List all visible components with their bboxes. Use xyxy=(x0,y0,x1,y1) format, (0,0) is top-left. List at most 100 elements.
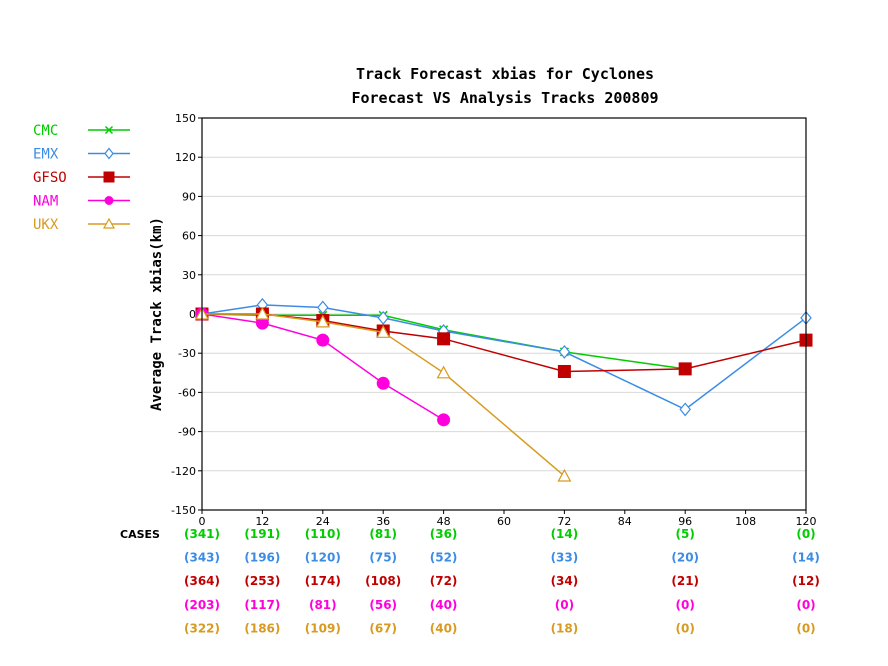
case-count-cmc: (110) xyxy=(305,527,341,541)
legend-item-ukx: UKX xyxy=(33,217,130,233)
case-count-gfso: (34) xyxy=(551,574,579,588)
data-point-marker xyxy=(437,413,451,427)
case-count-gfso: (108) xyxy=(365,574,401,588)
case-count-cmc: (36) xyxy=(430,527,458,541)
case-count-cmc: (341) xyxy=(184,527,220,541)
case-count-emx: (75) xyxy=(369,551,397,565)
x-tick-label: 96 xyxy=(678,515,692,528)
plot-frame xyxy=(201,117,807,511)
y-axis-label: Average Track xbias(km) xyxy=(149,217,165,411)
case-count-nam: (40) xyxy=(430,598,458,612)
data-point-marker xyxy=(436,365,451,379)
data-point-marker xyxy=(679,402,691,417)
case-count-nam: (0) xyxy=(555,598,574,612)
case-count-ukx: (0) xyxy=(796,621,815,635)
data-point-marker xyxy=(315,314,330,328)
case-counts-table: (341) (191) (110) (81) (36) (14) (5) (0) (343) (1… xyxy=(184,527,820,635)
series-layer xyxy=(194,297,813,482)
case-count-gfso: (12) xyxy=(792,574,820,588)
legend-label: CMC xyxy=(33,123,58,139)
case-count-nam: (81) xyxy=(309,598,337,612)
y-tick-label: 120 xyxy=(175,151,196,164)
x-tick-label: 72 xyxy=(557,515,571,528)
case-count-ukx: (40) xyxy=(430,621,458,635)
x-tick-label: 120 xyxy=(796,515,817,528)
y-tick-label: -60 xyxy=(178,386,196,399)
case-count-cmc: (5) xyxy=(676,527,695,541)
y-tick-label: -150 xyxy=(171,504,196,517)
x-tick-label: 48 xyxy=(437,515,451,528)
legend-item-nam: NAM xyxy=(33,194,130,210)
case-count-cmc: (0) xyxy=(796,527,815,541)
series-line xyxy=(201,313,444,421)
data-point-marker xyxy=(558,344,571,359)
case-count-ukx: (109) xyxy=(305,621,341,635)
case-count-gfso: (364) xyxy=(184,574,220,588)
data-point-marker xyxy=(557,364,571,378)
x-tick-label: 108 xyxy=(735,515,756,528)
case-count-nam: (0) xyxy=(676,598,695,612)
y-tick-label: -120 xyxy=(171,465,196,478)
case-count-gfso: (174) xyxy=(305,574,341,588)
chart-title: Track Forecast xbias for Cyclones xyxy=(356,65,654,83)
data-point-marker xyxy=(437,332,451,346)
legend: CMC EMX GFSO NAM UKX xyxy=(33,123,130,233)
case-count-nam: (203) xyxy=(184,598,220,612)
legend-label: EMX xyxy=(33,147,59,163)
legend-label: UKX xyxy=(33,217,59,233)
case-count-cmc: (191) xyxy=(244,527,280,541)
case-count-emx: (343) xyxy=(184,551,220,565)
x-tick-label: 60 xyxy=(497,515,511,528)
legend-label: GFSO xyxy=(33,170,67,186)
x-tick-label: 0 xyxy=(199,515,206,528)
series-line xyxy=(202,313,565,477)
case-count-ukx: (322) xyxy=(184,621,220,635)
data-point-marker xyxy=(316,333,330,347)
y-tick-label: 60 xyxy=(182,230,196,243)
case-count-nam: (56) xyxy=(369,598,397,612)
legend-item-gfso: GFSO xyxy=(33,170,130,186)
y-tick-label: 150 xyxy=(175,112,196,125)
case-count-gfso: (21) xyxy=(671,574,699,588)
y-tick-label: -30 xyxy=(178,347,196,360)
legend-item-cmc: CMC xyxy=(33,123,130,139)
x-tick-label: 24 xyxy=(316,515,330,528)
series-gfso xyxy=(195,307,813,378)
x-tick-label: 36 xyxy=(376,515,390,528)
case-count-nam: (0) xyxy=(796,598,815,612)
case-count-emx: (33) xyxy=(551,551,579,565)
series-line xyxy=(201,304,807,411)
x-tick-label: 12 xyxy=(255,515,269,528)
case-count-emx: (52) xyxy=(430,551,458,565)
x-tick-label: 84 xyxy=(618,515,632,528)
case-count-emx: (20) xyxy=(671,551,699,565)
data-point-marker xyxy=(376,325,391,338)
data-point-marker xyxy=(104,125,114,135)
case-count-nam: (117) xyxy=(244,598,280,612)
gridlines xyxy=(202,156,806,472)
case-count-cmc: (14) xyxy=(551,527,579,541)
cases-label: CASES xyxy=(120,528,160,541)
case-count-ukx: (18) xyxy=(551,621,579,635)
case-count-emx: (14) xyxy=(792,551,820,565)
case-count-gfso: (72) xyxy=(430,574,458,588)
case-count-emx: (196) xyxy=(244,551,280,565)
y-tick-label: 30 xyxy=(182,269,196,282)
y-tick-label: -90 xyxy=(178,426,196,439)
data-point-marker xyxy=(376,376,390,390)
case-count-cmc: (81) xyxy=(369,527,397,541)
legend-item-emx: EMX xyxy=(33,147,130,163)
case-count-ukx: (0) xyxy=(676,621,695,635)
data-point-marker xyxy=(557,468,572,482)
case-count-ukx: (67) xyxy=(369,621,397,635)
data-point-marker xyxy=(317,300,329,315)
data-point-marker xyxy=(377,310,389,325)
data-point-marker xyxy=(102,217,116,229)
data-point-marker xyxy=(104,147,114,160)
case-count-emx: (120) xyxy=(305,551,341,565)
case-count-ukx: (186) xyxy=(244,621,280,635)
chart-subtitle: Forecast VS Analysis Tracks 200809 xyxy=(351,89,658,107)
data-point-marker xyxy=(103,171,115,183)
y-tick-label: 0 xyxy=(189,308,196,321)
